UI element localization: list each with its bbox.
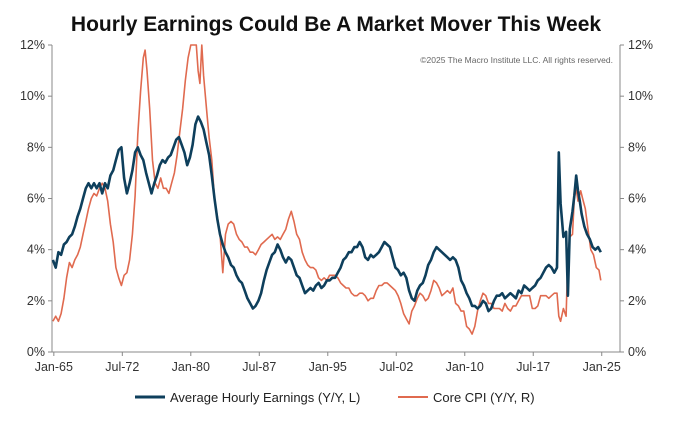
x-tick-label: Jul-02 [379, 360, 413, 374]
x-tick-label: Jul-87 [242, 360, 276, 374]
right-tick-label: 4% [628, 243, 646, 257]
x-tick-label: Jan-80 [172, 360, 210, 374]
series-group [51, 44, 602, 335]
left-tick-label: 12% [20, 38, 45, 52]
legend-label-core-cpi: Core CPI (Y/Y, R) [433, 390, 535, 405]
left-axis-ticks: 0% 2% 4% 6% 8% 10% 12% [20, 38, 52, 359]
right-tick-label: 10% [628, 89, 653, 103]
right-tick-label: 8% [628, 140, 646, 154]
x-axis-ticks: Jan-65 Jul-72 Jan-80 Jul-87 Jan-95 Jul-02 Jan-… [35, 352, 621, 374]
right-tick-label: 6% [628, 192, 646, 206]
x-tick-label: Jul-17 [516, 360, 550, 374]
legend-label-hourly-earnings: Average Hourly Earnings (Y/Y, L) [170, 390, 360, 405]
copyright-note: ©2025 The Macro Institute LLC. All right… [420, 55, 613, 65]
legend: Average Hourly Earnings (Y/Y, L) Core CP… [135, 390, 535, 405]
series-line-hourly-earnings [51, 115, 602, 313]
x-tick-label: Jan-10 [446, 360, 484, 374]
left-tick-label: 2% [27, 294, 45, 308]
left-tick-label: 10% [20, 89, 45, 103]
right-tick-label: 0% [628, 345, 646, 359]
left-tick-label: 0% [27, 345, 45, 359]
left-tick-label: 6% [27, 192, 45, 206]
left-tick-label: 4% [27, 243, 45, 257]
right-axis-ticks: 0% 2% 4% 6% 8% 10% 12% [620, 38, 653, 359]
right-tick-label: 12% [628, 38, 653, 52]
x-tick-label: Jul-72 [105, 360, 139, 374]
x-tick-label: Jan-65 [35, 360, 73, 374]
x-tick-label: Jan-25 [583, 360, 621, 374]
left-tick-label: 8% [27, 140, 45, 154]
x-tick-label: Jan-95 [309, 360, 347, 374]
chart-title: Hourly Earnings Could Be A Market Mover … [71, 13, 601, 36]
right-tick-label: 2% [628, 294, 646, 308]
